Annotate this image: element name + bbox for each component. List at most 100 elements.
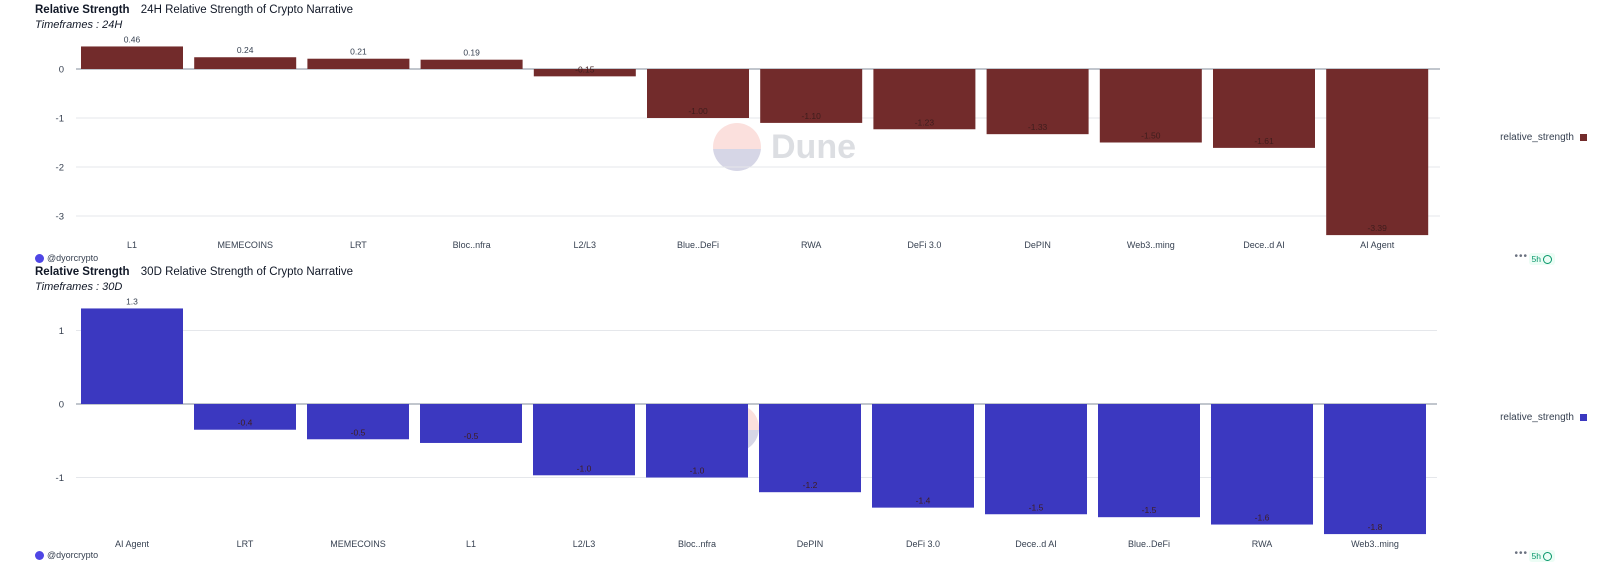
bar (1099, 69, 1202, 143)
bar (872, 404, 974, 508)
x-tick-label: L2/L3 (573, 539, 596, 549)
x-tick-label: RWA (1252, 539, 1273, 549)
panel-subtitle: 30D Relative Strength of Crypto Narrativ… (140, 266, 353, 278)
data-label: 0.46 (124, 34, 141, 44)
x-tick-label: L2/L3 (574, 240, 597, 250)
data-label: -1.0 (690, 466, 705, 476)
x-tick-label: DeFi 3.0 (907, 240, 941, 250)
bar (1211, 404, 1313, 525)
x-tick-label: MEMECOINS (217, 240, 273, 250)
bar (307, 404, 409, 440)
panel-header: Relative Strength 30D Relative Strength … (35, 266, 353, 278)
x-tick-label: DePIN (797, 539, 824, 549)
timeframe-label: Timeframes : 24H (35, 19, 123, 31)
data-label: -1.4 (916, 496, 931, 506)
bar (81, 308, 183, 404)
data-label: -1.0 (577, 463, 592, 473)
y-tick-label: 1 (59, 326, 64, 337)
x-tick-label: AI Agent (1360, 240, 1395, 250)
x-tick-label: L1 (466, 539, 476, 549)
chart-panel-24h: Relative Strength 24H Relative Strength … (0, 0, 1623, 275)
bar-chart-24h: 0 -1 -2 -3 0.46 L1 0.24 MEMECOINS 0.21 LRT 0.19 Blo… (56, 34, 1440, 250)
x-tick-label: MEMECOINS (330, 539, 386, 549)
data-label: 0.19 (463, 48, 480, 58)
x-tick-label: Blue..DeFi (677, 240, 719, 250)
bar (307, 58, 410, 69)
bar (1324, 404, 1426, 535)
more-options-icon[interactable]: ••• (1514, 548, 1528, 559)
data-label: 0.21 (350, 47, 367, 57)
bar (194, 404, 296, 430)
data-label: 0.24 (237, 45, 254, 55)
panel-title: Relative Strength (35, 4, 130, 16)
bar (194, 57, 297, 69)
check-circle-icon (1543, 551, 1552, 561)
y-tick-label: 0 (59, 400, 64, 411)
data-label: -1.5 (1142, 505, 1157, 515)
x-tick-label: Dece..d AI (1015, 539, 1057, 549)
x-tick-label: Dece..d AI (1243, 240, 1285, 250)
chart-legend[interactable]: relative_strength (1500, 412, 1587, 423)
bar (760, 69, 863, 123)
timeframe-label: Timeframes : 30D (35, 281, 123, 293)
y-tick-label: 0 (59, 65, 64, 76)
author-footer[interactable]: @dyorcrypto (35, 550, 98, 560)
y-tick-label: -1 (56, 473, 64, 484)
bar (986, 69, 1089, 135)
x-tick-label: DeFi 3.0 (906, 539, 940, 549)
bar (985, 404, 1087, 515)
author-avatar-icon (35, 253, 44, 263)
x-tick-label: LRT (350, 240, 367, 250)
data-label: -1.00 (688, 106, 708, 116)
bar (81, 46, 183, 69)
bar (759, 404, 861, 493)
data-label: -3.39 (1368, 223, 1388, 233)
freshness-badge[interactable]: 5h (1528, 253, 1555, 265)
author-name: @dyorcrypto (47, 253, 99, 263)
data-label: -1.5 (1029, 502, 1044, 512)
legend-label: relative_strength (1500, 132, 1574, 143)
bar (420, 59, 523, 69)
freshness-text: 5h (1531, 254, 1541, 264)
bar (533, 404, 635, 476)
x-tick-label: Bloc..nfra (678, 539, 716, 549)
data-label: -1.10 (802, 111, 822, 121)
bar (647, 69, 749, 118)
data-label: -0.4 (238, 418, 253, 428)
x-tick-label: DePIN (1024, 240, 1051, 250)
legend-label: relative_strength (1500, 412, 1574, 423)
chart-legend[interactable]: relative_strength (1500, 132, 1587, 143)
more-options-icon[interactable]: ••• (1514, 251, 1528, 262)
x-tick-label: Web3..ming (1127, 240, 1175, 250)
bar (1213, 69, 1315, 148)
freshness-badge[interactable]: 5h (1528, 550, 1555, 562)
bar (646, 404, 748, 478)
y-tick-label: -2 (56, 163, 64, 174)
x-tick-label: Blue..DeFi (1128, 539, 1170, 549)
bar (1326, 69, 1429, 236)
data-label: -0.5 (351, 427, 366, 437)
data-label: -0.15 (575, 64, 595, 74)
bar (533, 69, 636, 77)
x-tick-label: LRT (237, 539, 254, 549)
data-label: -0.5 (464, 431, 479, 441)
data-label: -1.8 (1368, 522, 1383, 532)
panel-title: Relative Strength (35, 266, 130, 278)
data-label: -1.23 (915, 117, 935, 127)
data-label: -1.50 (1141, 131, 1161, 141)
data-label: -1.6 (1255, 513, 1270, 523)
data-label: -1.33 (1028, 122, 1048, 132)
x-tick-label: Web3..ming (1351, 539, 1399, 549)
author-name: @dyorcrypto (47, 550, 99, 560)
panel-subtitle: 24H Relative Strength of Crypto Narrativ… (140, 4, 353, 16)
author-footer[interactable]: @dyorcrypto (35, 253, 98, 263)
data-label: -1.61 (1254, 136, 1274, 146)
check-circle-icon (1543, 254, 1552, 264)
panel-header: Relative Strength 24H Relative Strength … (35, 4, 353, 16)
bar-chart-30d: 1 0 -1 1.3 AI Agent -0.4 LRT -0.5 MEMECOINS -0.5 L… (56, 296, 1437, 549)
data-label: 1.3 (126, 296, 138, 306)
legend-swatch (1580, 134, 1587, 141)
x-tick-label: L1 (127, 240, 137, 250)
bar (873, 69, 976, 130)
author-avatar-icon (35, 550, 44, 560)
